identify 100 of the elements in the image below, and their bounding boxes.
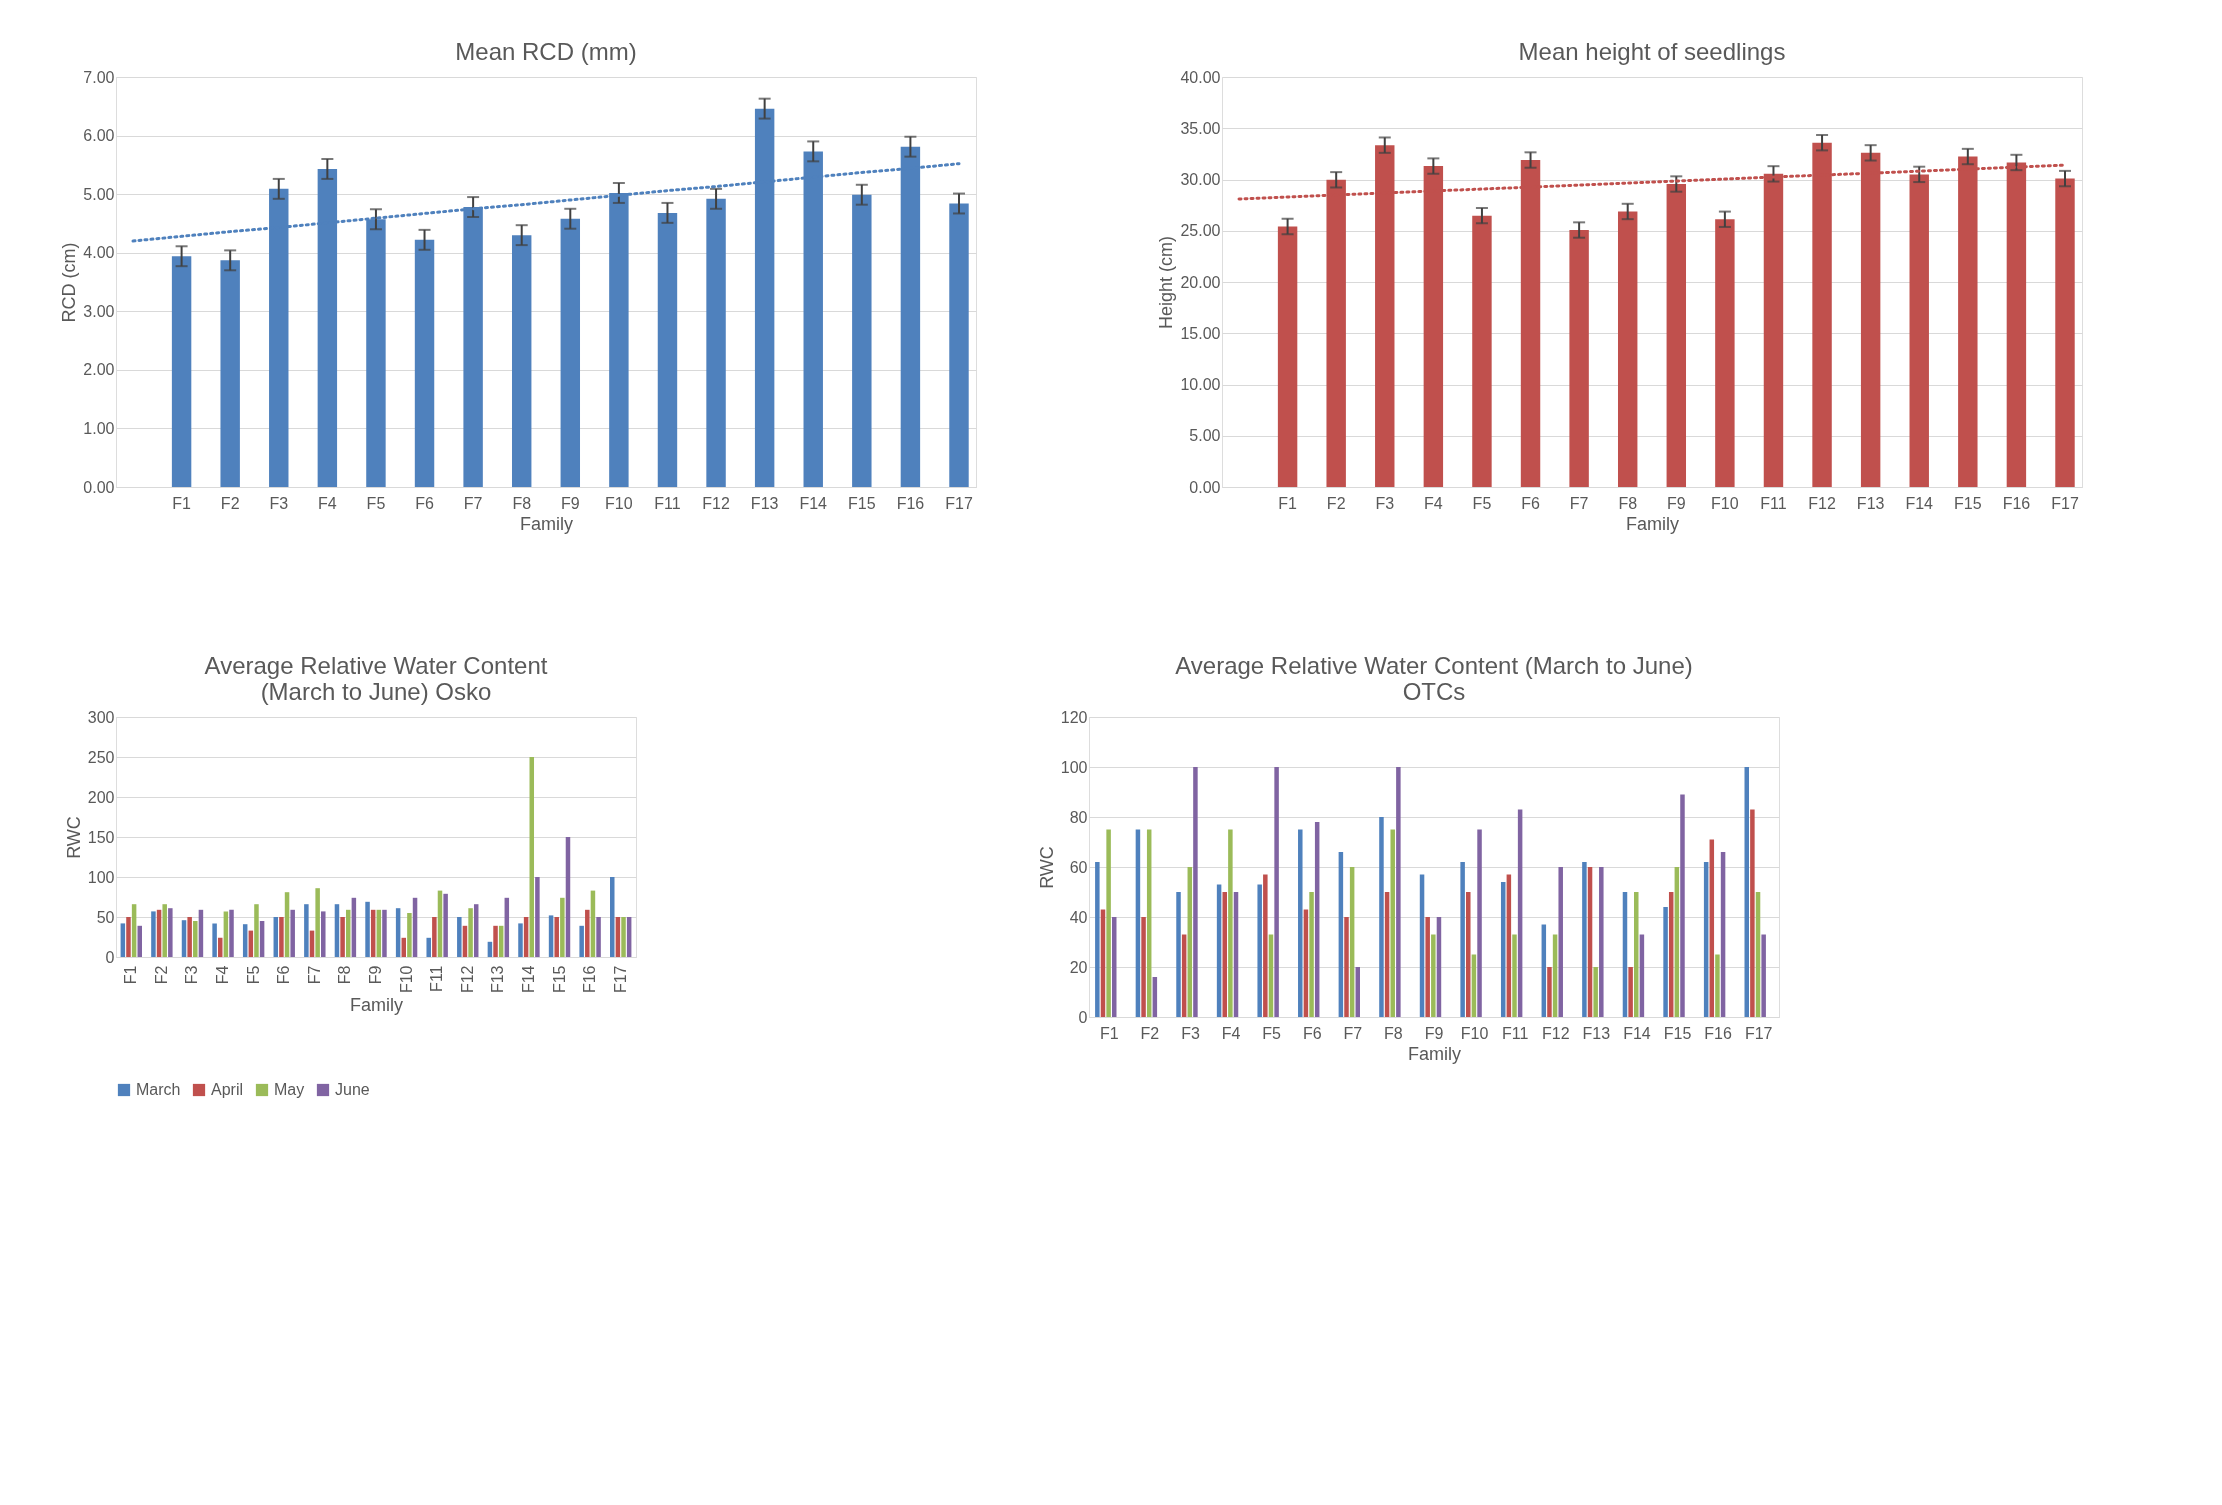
x-tick-label: F10 [605,494,633,512]
x-tick-label: F15 [1954,494,1982,512]
bar [579,925,584,957]
legend-label: June [335,1081,370,1098]
bar [1593,967,1598,1017]
bar [535,877,540,957]
bar [1599,867,1604,1017]
y-tick-label: 35.00 [1180,119,1221,137]
x-tick-label: F13 [489,965,507,994]
bar [414,239,435,487]
y-tick-label: 4.00 [83,244,115,262]
x-axis-title: Family [350,995,403,1016]
bar [554,917,559,957]
bar [1761,934,1766,1017]
x-tick-label: F15 [550,965,568,994]
x-tick-label: F11 [428,965,446,992]
x-tick-label: F2 [1326,494,1346,512]
bar [1715,954,1720,1017]
y-tick-label: 250 [87,748,115,766]
y-axis-title: RWC [1036,846,1057,889]
x-tick-label: F8 [1618,494,1638,512]
bar [621,917,626,957]
y-tick-label: 40 [1069,908,1088,926]
bar [657,212,678,487]
y-tick-label: 5.00 [83,185,115,203]
y-tick-label: 10.00 [1180,376,1221,393]
x-tick-label: F1 [1099,1024,1119,1042]
y-tick-label: 20.00 [1180,273,1221,291]
bar [1425,917,1430,1017]
y-tick-label: 150 [87,828,115,846]
x-tick-label: F4 [214,965,232,985]
bar [1634,892,1639,1017]
bar [212,923,217,957]
bar [1715,219,1735,487]
y-tick-label: 0 [1078,1008,1088,1026]
x-tick-label: F1 [172,494,192,512]
x-tick-label: F14 [1623,1024,1651,1042]
bar [1176,892,1181,1017]
x-tick-label: F3 [269,494,289,512]
bar [171,256,192,487]
bar [151,911,156,957]
y-tick-label: 200 [87,788,115,806]
bar [1111,917,1117,1017]
x-tick-label: F16 [2002,494,2031,512]
y-tick-label: 20 [1069,958,1088,976]
x-tick-label: F13 [1856,494,1885,512]
bar [1628,967,1633,1017]
bar [1617,211,1638,487]
x-tick-label: F11 [1501,1024,1529,1042]
x-tick-label: F14 [1905,494,1934,512]
x-tick-label: F6 [415,494,434,512]
bar [1257,884,1262,1017]
chart-title: Average Relative Water Content (March to June) OTCs [1175,652,1693,705]
bar [365,901,370,957]
bar [193,921,198,957]
bar [220,260,240,487]
bar [949,203,969,487]
bar [126,917,131,957]
legend-label: April [211,1081,244,1098]
chart-title: Average Relative Water Content (March to June) Osko [204,652,548,705]
bar [340,917,345,957]
x-tick-label: F11 [654,494,681,512]
bar [1569,230,1589,487]
x-tick-label: F3 [183,965,201,985]
bar [1277,226,1298,487]
bar [162,904,167,957]
bar [1582,862,1587,1017]
bar [254,904,259,957]
bar [610,877,615,957]
y-tick-label: 40.00 [1180,68,1221,86]
x-tick-label: F8 [1384,1024,1403,1042]
y-tick-label: 0.00 [1189,478,1221,496]
bar [1106,829,1111,1017]
bar [382,909,387,957]
bar [1390,829,1395,1017]
y-tick-label: 100 [87,868,115,886]
bar [1228,829,1233,1017]
y-tick-label: 50 [96,908,115,926]
x-tick-label: F1 [122,965,140,985]
bar [443,893,448,957]
x-tick-label: F11 [1760,494,1787,512]
bar [137,925,142,957]
x-tick-label: F10 [1460,1024,1489,1042]
x-tick-label: F12 [458,965,476,994]
x-tick-label: F4 [318,494,337,512]
x-tick-label: F14 [799,494,828,512]
bar [187,917,192,957]
y-tick-label: 120 [1060,708,1088,726]
y-tick-label: 80 [1069,808,1088,826]
y-axis-title: RWC [63,816,84,859]
y-axis-title: RCD (cm) [59,242,80,323]
bar [1680,794,1685,1017]
x-axis-title: Family [1408,1043,1461,1064]
x-tick-label: F10 [1711,494,1739,512]
x-axis-title: Family [520,513,573,534]
x-tick-label: F3 [1375,494,1395,512]
x-tick-label: F2 [152,965,170,985]
x-tick-label: F3 [1181,1024,1200,1042]
x-tick-label: F9 [1666,494,1686,512]
bar [1222,892,1227,1017]
